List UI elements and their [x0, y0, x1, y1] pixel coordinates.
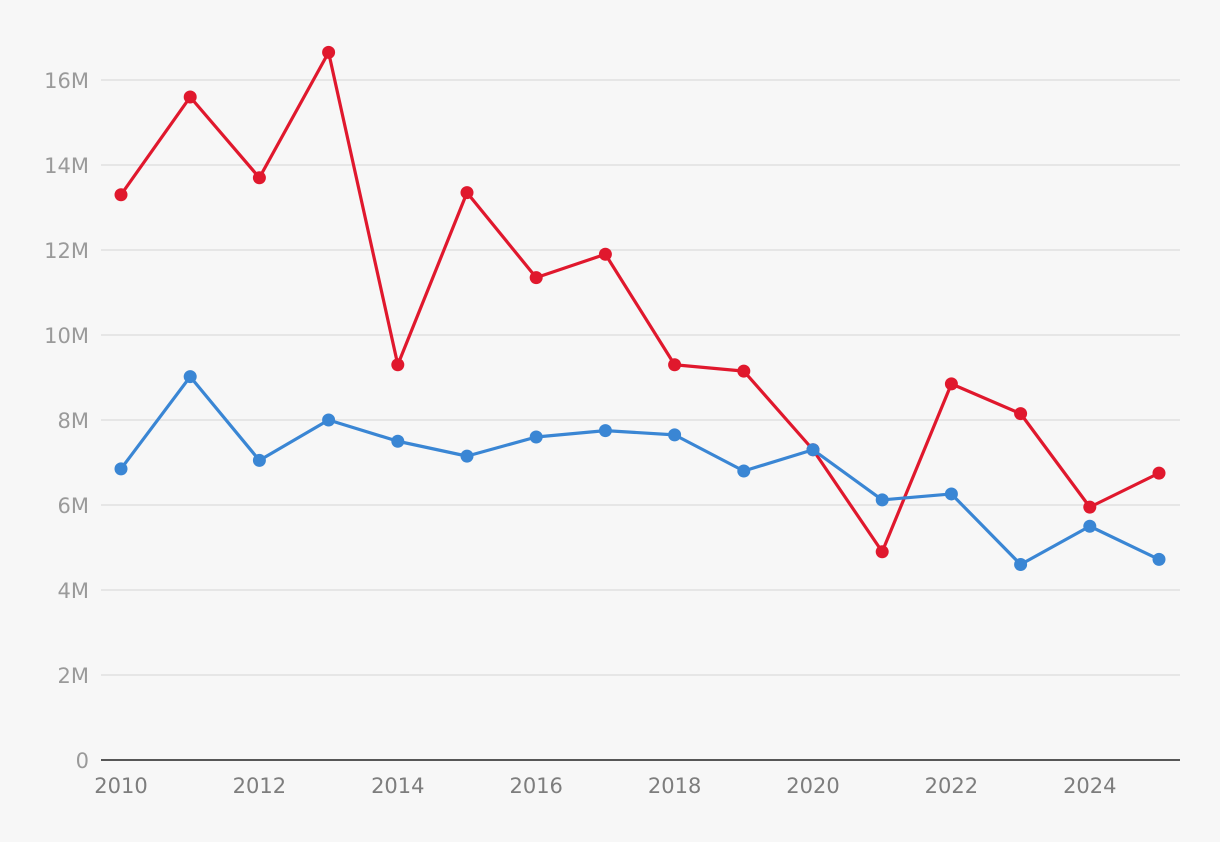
series-2-point	[944, 487, 958, 501]
x-axis-tick-labels: 2010 2012 2014 2016 2018 2020 2022 2024	[94, 774, 1116, 798]
series-1-point	[737, 364, 751, 378]
x-tick-label: 2020	[786, 774, 839, 798]
series-1-point	[114, 188, 128, 202]
series-1-point	[875, 545, 889, 559]
series-2-point	[391, 434, 405, 448]
series-2-point	[183, 370, 197, 384]
series-2-point	[1014, 558, 1028, 571]
y-tick-label: 14M	[44, 154, 89, 178]
series-1-point	[668, 358, 682, 372]
series-1-point	[391, 358, 405, 372]
series-2-point	[875, 493, 889, 507]
y-tick-label: 4M	[58, 579, 89, 603]
x-tick-label: 2022	[925, 774, 978, 798]
y-tick-label: 0	[76, 749, 89, 773]
series-2-point	[737, 464, 751, 478]
series-2-point	[668, 428, 682, 442]
y-axis-tick-labels: 0 2M 4M 6M 8M 10M 12M 14M 16M	[44, 69, 89, 773]
series-2-point	[114, 462, 128, 476]
x-tick-label: 2018	[648, 774, 701, 798]
series-1-point	[252, 171, 266, 185]
y-tick-label: 6M	[58, 494, 89, 518]
series-1-point	[1014, 407, 1028, 421]
x-tick-label: 2016	[509, 774, 562, 798]
gridlines	[101, 79, 1180, 676]
series-2-point	[460, 449, 474, 463]
x-tick-label: 2014	[371, 774, 424, 798]
series-2-point	[1083, 519, 1097, 533]
series-2	[114, 370, 1166, 571]
y-tick-label: 10M	[44, 324, 89, 348]
y-tick-label: 16M	[44, 69, 89, 93]
y-tick-label: 8M	[58, 409, 89, 433]
x-tick-label: 2010	[94, 774, 147, 798]
series-1-point	[183, 90, 197, 104]
series-1-point	[460, 186, 474, 200]
x-tick-label: 2024	[1063, 774, 1116, 798]
series-2-point	[598, 424, 612, 438]
y-tick-label: 2M	[58, 664, 89, 688]
series-1-point	[598, 247, 612, 261]
series-2-point	[1152, 552, 1166, 566]
series-2-line	[119, 375, 1161, 567]
series-1-point	[1083, 500, 1097, 514]
series-2-point	[529, 430, 543, 444]
series-1-point	[529, 271, 543, 285]
y-tick-label: 12M	[44, 239, 89, 263]
series-1-point	[322, 45, 336, 59]
x-tick-label: 2012	[233, 774, 286, 798]
series-2-point	[252, 453, 266, 467]
series-2-point	[322, 413, 336, 427]
series-1	[114, 45, 1166, 559]
series-1-point	[1152, 466, 1166, 480]
series-1-point	[944, 377, 958, 391]
series-group	[114, 45, 1166, 571]
series-2-point	[806, 443, 820, 457]
series-1-line	[119, 50, 1161, 554]
